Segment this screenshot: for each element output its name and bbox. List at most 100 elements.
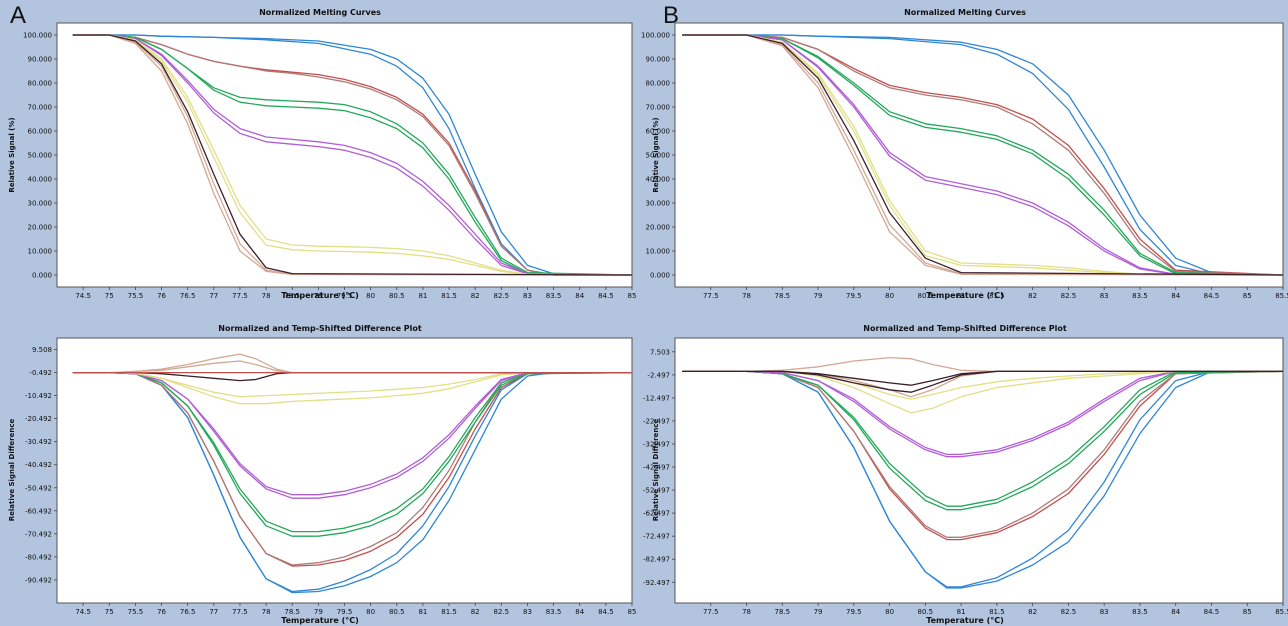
series-line-dark bbox=[682, 34, 1284, 276]
y-tick-label: 0.000 bbox=[32, 272, 52, 280]
chart-title: Normalized Melting Curves bbox=[904, 8, 1026, 17]
chart-b-difference: Normalized and Temp-Shifted Difference P… bbox=[643, 324, 1288, 625]
x-tick-label: 78 bbox=[742, 608, 751, 616]
y-tick-label: -72.497 bbox=[643, 533, 670, 541]
x-tick-label: 77.5 bbox=[232, 292, 248, 300]
x-tick-label: 84.5 bbox=[1204, 608, 1220, 616]
x-tick-label: 84.5 bbox=[598, 292, 614, 300]
series-line-yellow bbox=[72, 371, 632, 398]
x-tick-label: 82 bbox=[1028, 292, 1037, 300]
x-tick-label: 85 bbox=[1243, 608, 1252, 616]
y-tick-label: -22.497 bbox=[643, 417, 670, 425]
y-tick-label: -2.497 bbox=[647, 371, 670, 379]
x-tick-label: 84.5 bbox=[598, 608, 614, 616]
y-tick-label: -0.492 bbox=[29, 369, 52, 377]
x-tick-label: 81 bbox=[957, 608, 966, 616]
x-tick-label: 77.5 bbox=[703, 292, 719, 300]
y-tick-label: 60.000 bbox=[646, 128, 671, 136]
x-tick-label: 78 bbox=[742, 292, 751, 300]
y-tick-label: 30.000 bbox=[646, 200, 671, 208]
series-line-tan bbox=[682, 356, 1283, 373]
x-tick-label: 82.5 bbox=[1061, 292, 1077, 300]
y-tick-label: 60.000 bbox=[28, 128, 53, 136]
chart-title: Normalized and Temp-Shifted Difference P… bbox=[218, 324, 422, 333]
y-tick-label: 70.000 bbox=[28, 104, 53, 112]
x-tick-label: 84 bbox=[575, 292, 584, 300]
x-tick-label: 74.5 bbox=[75, 292, 91, 300]
x-tick-label: 83 bbox=[523, 292, 532, 300]
series-line-mauve bbox=[682, 370, 1284, 538]
x-tick-label: 78.5 bbox=[284, 608, 300, 616]
x-tick-label: 82.5 bbox=[1061, 608, 1077, 616]
x-tick-label: 82 bbox=[1028, 608, 1037, 616]
x-tick-label: 80 bbox=[366, 608, 375, 616]
x-tick-label: 80.5 bbox=[389, 608, 405, 616]
x-tick-label: 79.5 bbox=[846, 608, 862, 616]
y-tick-label: 0.000 bbox=[650, 272, 670, 280]
chart-a-melting: Normalized Melting Curves Temperature (°… bbox=[8, 8, 636, 300]
x-tick-label: 78 bbox=[262, 292, 271, 300]
x-tick-label: 84.5 bbox=[1204, 292, 1220, 300]
series-lines bbox=[72, 34, 633, 276]
y-tick-label: 20.000 bbox=[28, 224, 53, 232]
series-line-purple bbox=[72, 371, 632, 496]
x-tick-label: 81.5 bbox=[441, 292, 457, 300]
panel-label-a: A bbox=[10, 2, 27, 29]
y-tick-label: 40.000 bbox=[28, 176, 53, 184]
series-line-green bbox=[682, 34, 1284, 276]
y-tick-label: -32.497 bbox=[643, 440, 670, 448]
x-tick-label: 78.5 bbox=[284, 292, 300, 300]
y-tick-label: -82.497 bbox=[643, 556, 670, 564]
y-axis-label: Relative Signal Difference bbox=[8, 419, 16, 522]
series-line-mauve bbox=[682, 34, 1284, 276]
y-tick-label: 9.508 bbox=[32, 346, 52, 354]
x-tick-label: 74.5 bbox=[75, 608, 91, 616]
series-line-yellow bbox=[72, 34, 633, 276]
series-lines bbox=[682, 34, 1284, 276]
x-tick-label: 82 bbox=[471, 292, 480, 300]
x-tick-label: 83.5 bbox=[546, 608, 562, 616]
series-line-purple bbox=[682, 370, 1283, 456]
series-line-yellow bbox=[72, 34, 633, 276]
x-tick-label: 80.5 bbox=[389, 292, 405, 300]
y-tick-label: 80.000 bbox=[646, 80, 671, 88]
chart-b-melting: Normalized Melting Curves Temperature (°… bbox=[641, 8, 1288, 300]
y-tick-label: -92.497 bbox=[643, 579, 670, 587]
series-line-dark bbox=[682, 370, 1283, 393]
x-tick-label: 83 bbox=[1100, 608, 1109, 616]
plot-area bbox=[56, 337, 633, 604]
x-tick-label: 79 bbox=[314, 292, 323, 300]
y-tick-label: 7.503 bbox=[650, 348, 670, 356]
x-tick-label: 83.5 bbox=[546, 292, 562, 300]
y-axis-label: Relative Signal Difference bbox=[652, 419, 660, 522]
x-tick-label: 76.5 bbox=[180, 292, 196, 300]
x-tick-label: 85 bbox=[628, 292, 637, 300]
series-line-green bbox=[72, 371, 632, 533]
y-tick-label: 100.000 bbox=[641, 32, 670, 40]
series-line-purple bbox=[682, 34, 1284, 276]
x-tick-label: 83.5 bbox=[1132, 608, 1148, 616]
series-line-purple bbox=[72, 34, 633, 276]
y-tick-label: 80.000 bbox=[28, 80, 53, 88]
y-tick-label: -40.492 bbox=[25, 461, 52, 469]
x-tick-label: 75 bbox=[105, 292, 114, 300]
x-tick-label: 81 bbox=[957, 292, 966, 300]
chart-title: Normalized Melting Curves bbox=[259, 8, 381, 17]
x-tick-label: 82.5 bbox=[494, 292, 510, 300]
series-line-green bbox=[682, 370, 1283, 507]
x-tick-label: 83 bbox=[523, 608, 532, 616]
x-tick-label: 85.5 bbox=[1275, 292, 1288, 300]
x-tick-label: 82 bbox=[471, 608, 480, 616]
y-tick-label: 100.000 bbox=[23, 32, 52, 40]
x-tick-label: 77.5 bbox=[232, 608, 248, 616]
x-tick-label: 80.5 bbox=[918, 292, 934, 300]
y-tick-label: -42.497 bbox=[643, 464, 670, 472]
y-tick-label: 90.000 bbox=[646, 56, 671, 64]
x-tick-label: 83 bbox=[1100, 292, 1109, 300]
y-tick-label: -62.497 bbox=[643, 510, 670, 518]
chart-a-difference: Normalized and Temp-Shifted Difference P… bbox=[8, 324, 636, 625]
series-line-blue bbox=[682, 34, 1284, 276]
x-axis-label: Temperature (°C) bbox=[926, 616, 1004, 625]
series-line-purple bbox=[72, 34, 633, 276]
x-tick-label: 79 bbox=[814, 608, 823, 616]
